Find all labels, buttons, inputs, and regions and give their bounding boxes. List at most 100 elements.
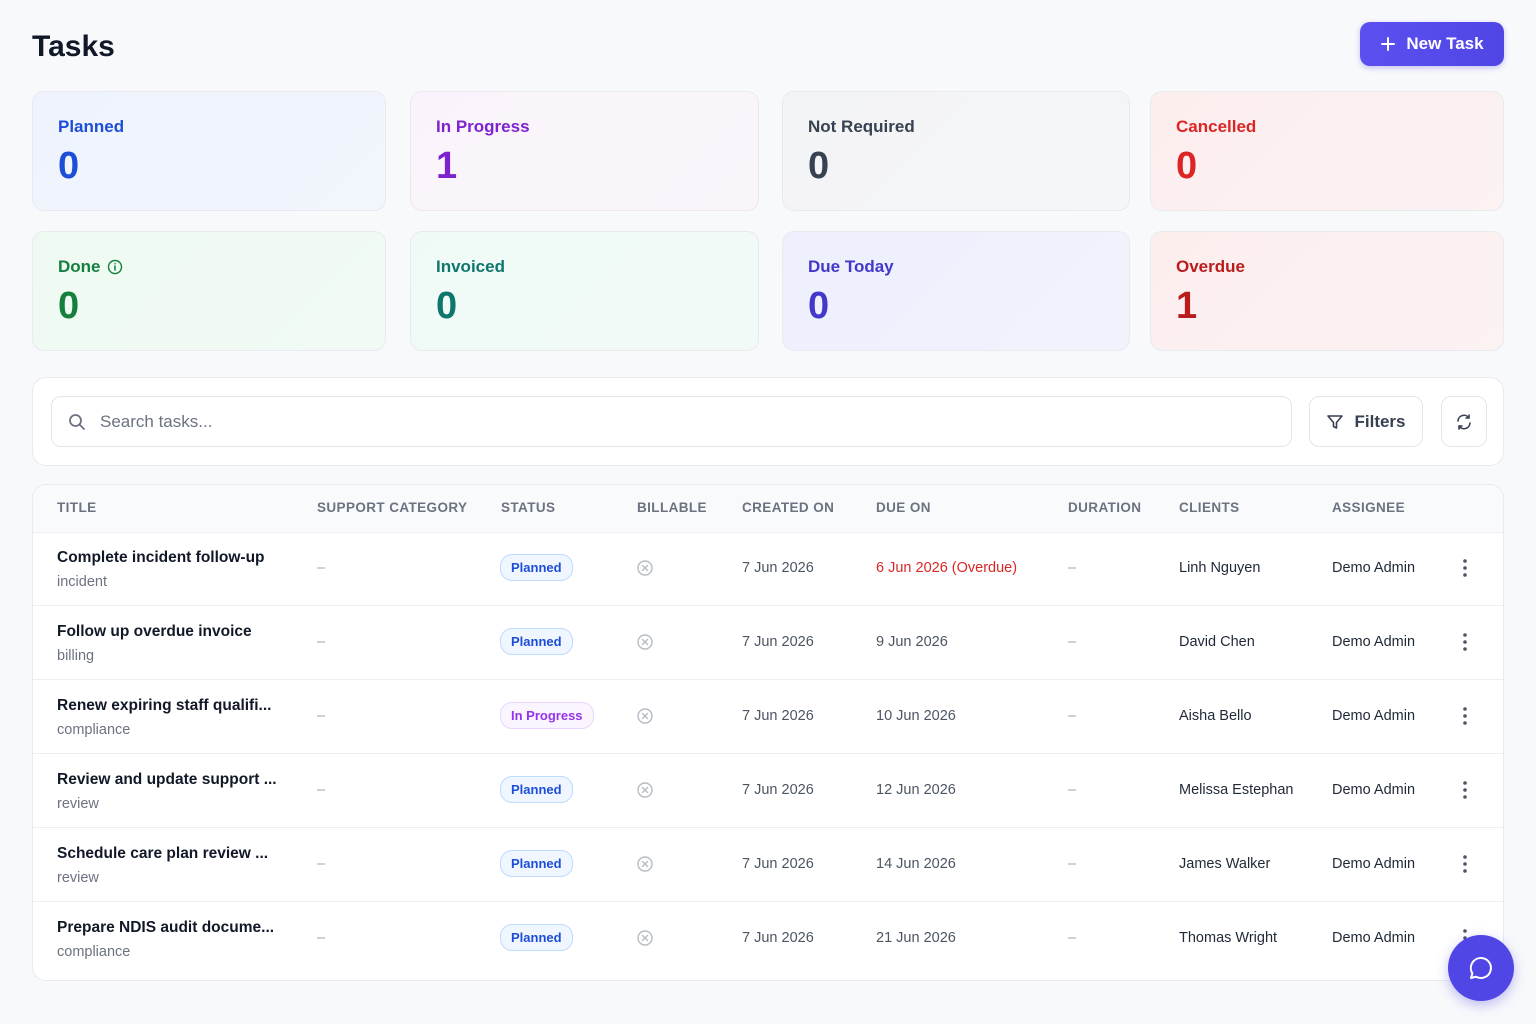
stat-value: 1 xyxy=(1176,285,1198,327)
stat-label-row: Cancelled xyxy=(1176,117,1256,137)
stat-card[interactable]: Cancelled 0 xyxy=(1150,91,1504,211)
column-header: CLIENTS xyxy=(1179,500,1240,515)
due-on: 10 Jun 2026 xyxy=(876,708,956,724)
filters-button[interactable]: Filters xyxy=(1309,396,1423,447)
column-header: CREATED ON xyxy=(742,500,835,515)
row-divider xyxy=(33,679,1503,680)
stat-label: Cancelled xyxy=(1176,117,1257,136)
due-on: 6 Jun 2026 (Overdue) xyxy=(876,560,1018,576)
billable-icon xyxy=(637,634,653,650)
stat-label: Overdue xyxy=(1176,257,1245,276)
tasks-table xyxy=(32,484,1504,981)
column-header: TITLE xyxy=(57,500,97,515)
search-placeholder: Search tasks... xyxy=(100,411,213,431)
status-badge: In Progress xyxy=(500,702,594,729)
stat-value: 0 xyxy=(58,145,80,187)
stat-card[interactable]: In Progress 1 xyxy=(410,91,759,211)
task-title[interactable]: Complete incident follow-up xyxy=(57,549,265,566)
created-on: 7 Jun 2026 xyxy=(742,560,814,576)
stat-value: 0 xyxy=(808,145,830,187)
task-category: incident xyxy=(57,574,107,590)
support-category: – xyxy=(317,560,326,576)
stat-card[interactable]: Invoiced 0 xyxy=(410,231,759,351)
due-on: 14 Jun 2026 xyxy=(876,856,956,872)
stat-label-row: Planned xyxy=(58,117,124,137)
status-badge: Planned xyxy=(500,924,573,951)
stat-label: In Progress xyxy=(436,117,530,136)
assignee: Demo Admin xyxy=(1332,634,1416,650)
row-menu[interactable] xyxy=(1457,632,1473,652)
stat-label: Due Today xyxy=(808,257,894,276)
task-category: review xyxy=(57,796,99,812)
column-header: STATUS xyxy=(501,500,556,515)
support-category: – xyxy=(317,708,326,724)
row-divider xyxy=(33,901,1503,902)
created-on: 7 Jun 2026 xyxy=(742,708,814,724)
plus-icon xyxy=(1381,37,1396,51)
column-header: SUPPORT CATEGORY xyxy=(317,500,468,515)
stat-label: Not Required xyxy=(808,117,915,136)
clients: Melissa Estephan xyxy=(1179,782,1294,798)
page-title: Tasks xyxy=(32,30,115,63)
task-title[interactable]: Follow up overdue invoice xyxy=(57,623,252,640)
stat-card[interactable]: Done 0 xyxy=(32,231,386,351)
support-category: – xyxy=(317,782,326,798)
task-title[interactable]: Schedule care plan review ... xyxy=(57,845,269,862)
stat-label: Planned xyxy=(58,117,125,136)
created-on: 7 Jun 2026 xyxy=(742,856,814,872)
clients: David Chen xyxy=(1179,634,1255,650)
row-divider xyxy=(33,827,1503,828)
row-menu[interactable] xyxy=(1457,706,1473,726)
assignee: Demo Admin xyxy=(1332,782,1416,798)
filter-icon xyxy=(1327,414,1344,429)
duration: – xyxy=(1068,782,1077,798)
support-category: – xyxy=(317,634,326,650)
stat-label: Invoiced xyxy=(436,257,505,276)
task-title[interactable]: Prepare NDIS audit docume... xyxy=(57,919,275,936)
stat-value: 0 xyxy=(58,285,80,327)
stat-label-row: Done xyxy=(58,257,123,277)
stat-label-row: Not Required xyxy=(808,117,915,137)
duration: – xyxy=(1068,856,1077,872)
support-category: – xyxy=(317,856,326,872)
stat-label: Done xyxy=(58,257,101,276)
new-task-button[interactable]: New Task xyxy=(1360,22,1504,66)
row-menu[interactable] xyxy=(1457,780,1473,800)
due-on: 21 Jun 2026 xyxy=(876,930,956,946)
stat-value: 0 xyxy=(436,285,458,327)
task-title[interactable]: Renew expiring staff qualifi... xyxy=(57,697,272,714)
filters-label: Filters xyxy=(1354,411,1406,431)
billable-icon xyxy=(637,782,653,798)
due-on: 9 Jun 2026 xyxy=(876,634,948,650)
row-divider xyxy=(33,605,1503,606)
duration: – xyxy=(1068,560,1077,576)
task-category: compliance xyxy=(57,722,131,738)
column-header: BILLABLE xyxy=(637,500,707,515)
row-menu[interactable] xyxy=(1457,558,1473,578)
stat-card[interactable]: Not Required 0 xyxy=(782,91,1130,211)
clients: Linh Nguyen xyxy=(1179,560,1261,576)
billable-icon xyxy=(637,856,653,872)
clients: Thomas Wright xyxy=(1179,930,1278,946)
task-title[interactable]: Review and update support ... xyxy=(57,771,277,788)
stat-label-row: Due Today xyxy=(808,257,894,277)
status-badge: Planned xyxy=(500,628,573,655)
search-input[interactable]: Search tasks... xyxy=(51,396,1292,447)
refresh-button[interactable] xyxy=(1441,396,1487,447)
stat-value: 0 xyxy=(808,285,830,327)
row-menu[interactable] xyxy=(1457,854,1473,874)
stat-card[interactable]: Due Today 0 xyxy=(782,231,1130,351)
new-task-label: New Task xyxy=(1406,34,1484,53)
stat-card[interactable]: Overdue 1 xyxy=(1150,231,1504,351)
billable-icon xyxy=(637,560,653,576)
chat-button[interactable] xyxy=(1448,935,1514,1001)
assignee: Demo Admin xyxy=(1332,708,1416,724)
row-divider xyxy=(33,753,1503,754)
chat-icon xyxy=(1469,956,1492,979)
assignee: Demo Admin xyxy=(1332,856,1416,872)
column-header: DUE ON xyxy=(876,500,931,515)
task-category: billing xyxy=(57,648,95,664)
stat-card[interactable]: Planned 0 xyxy=(32,91,386,211)
assignee: Demo Admin xyxy=(1332,560,1416,576)
